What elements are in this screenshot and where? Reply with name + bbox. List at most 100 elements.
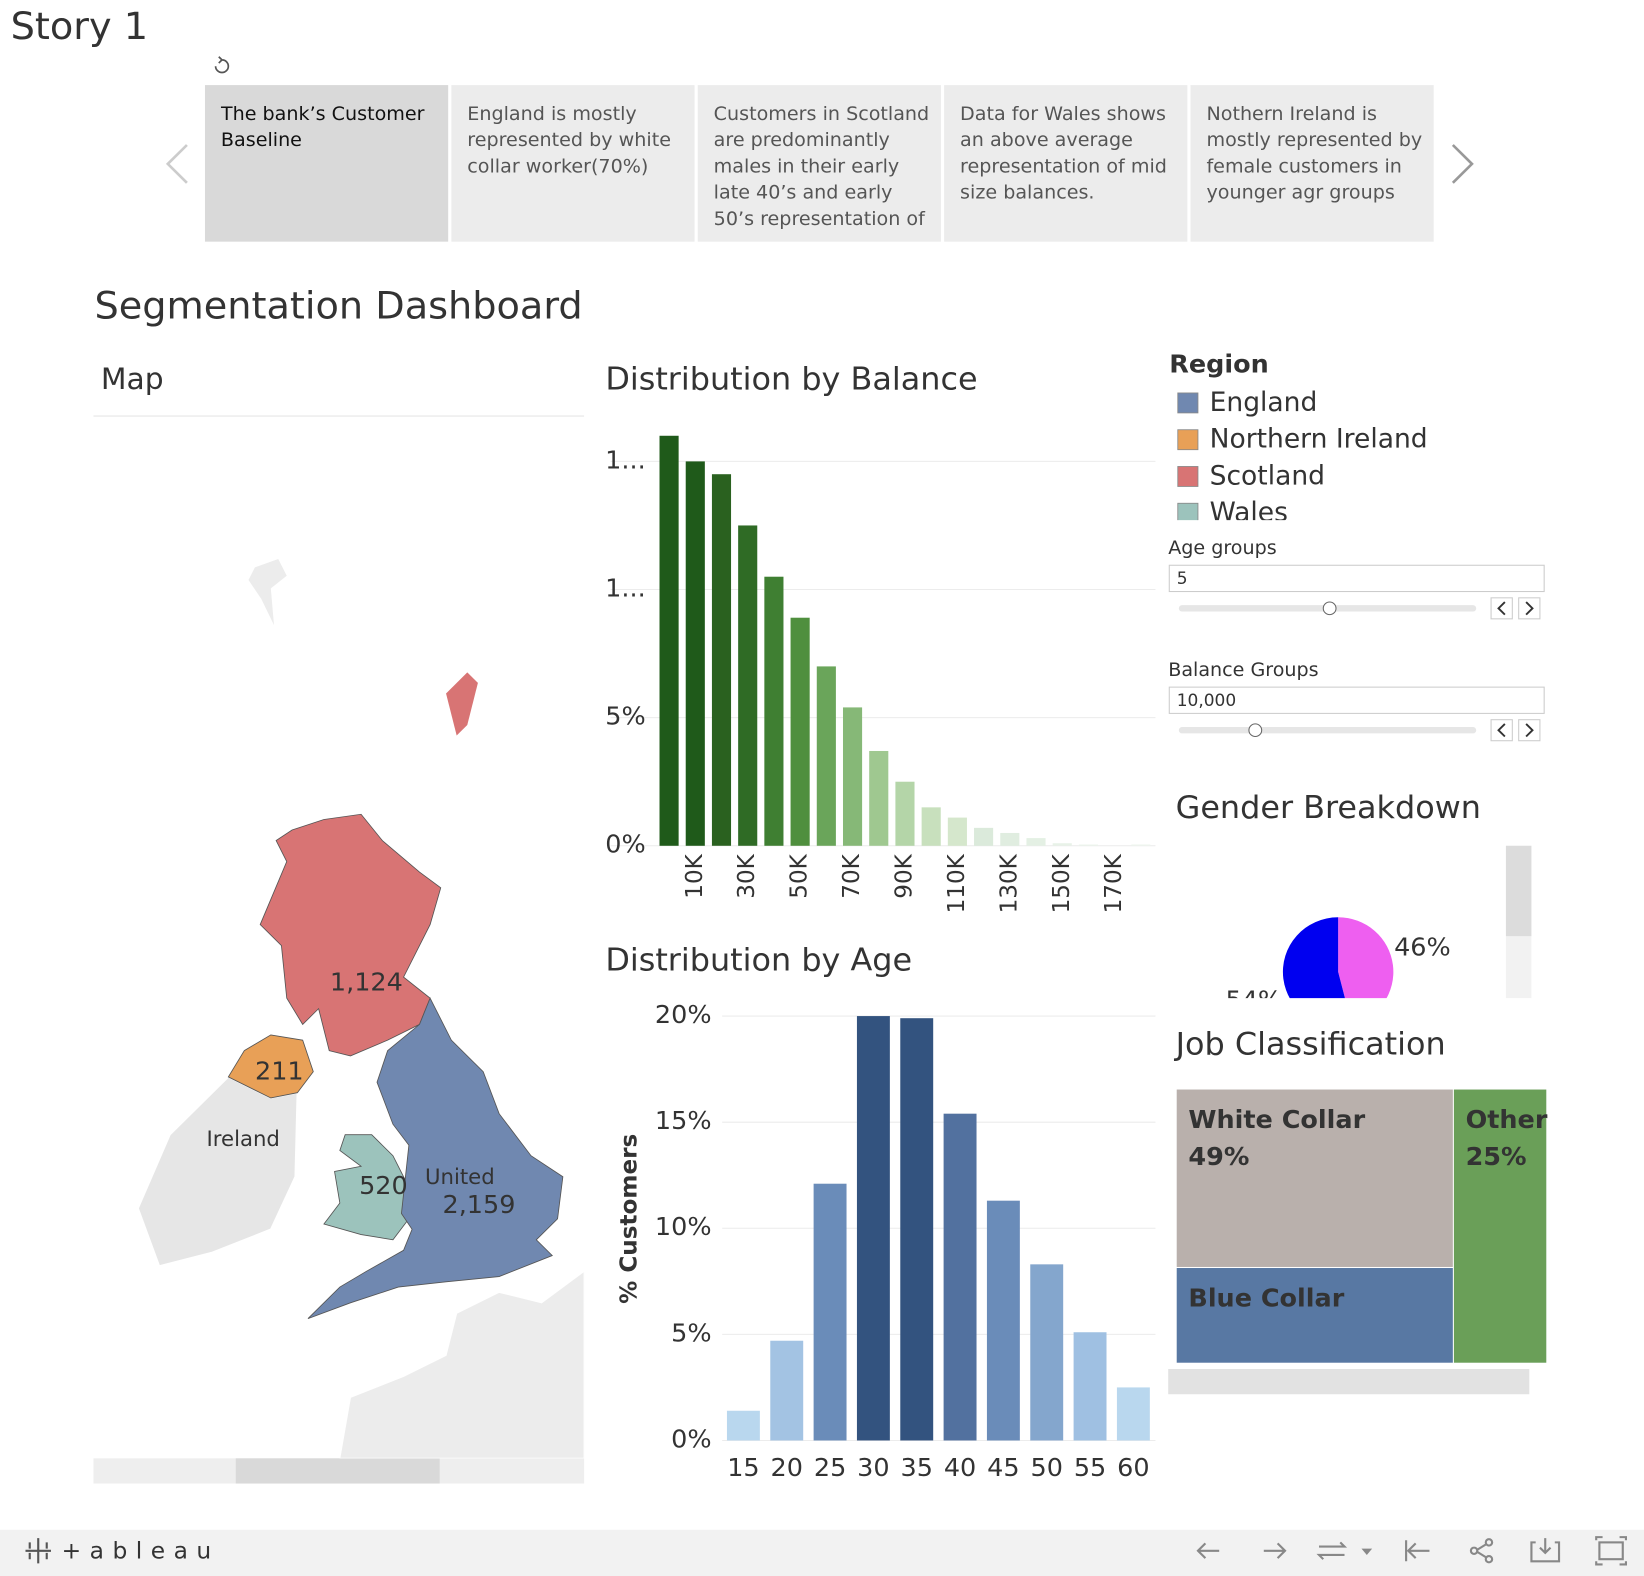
map-region[interactable] (259, 813, 442, 1057)
revert-icon[interactable] (214, 56, 230, 74)
place-label: Ireland (206, 1126, 279, 1151)
bar[interactable] (770, 1340, 804, 1441)
story-point-text[interactable]: Nothern Ireland is mostly represented by… (1206, 102, 1423, 204)
story-point-caption[interactable]: Nothern Ireland is mostly represented by… (1206, 101, 1424, 229)
pie-label: 54% (1226, 984, 1283, 1014)
bar[interactable] (738, 525, 758, 846)
story-point[interactable]: Data for Wales shows an above average re… (944, 85, 1188, 242)
map-region[interactable] (227, 1034, 314, 1099)
map-region[interactable] (307, 997, 564, 1319)
slider-step[interactable] (1490, 719, 1513, 742)
story-point-bg[interactable] (204, 85, 449, 242)
treemap-cell[interactable] (1453, 1089, 1547, 1363)
treemap-cell[interactable] (1176, 1268, 1453, 1363)
pie-slice[interactable] (1338, 917, 1394, 1025)
toolbar-dropdown[interactable] (1361, 1548, 1373, 1555)
chart-title: Job Classification (1174, 1027, 1446, 1063)
legend-label[interactable]: Scotland (1210, 461, 1325, 492)
legend-swatch[interactable] (1177, 392, 1199, 414)
slider-thumb[interactable] (1248, 723, 1263, 738)
bar[interactable] (856, 1016, 890, 1441)
x-tick-label: 150K (1048, 853, 1075, 913)
x-tick-label: 90K (890, 853, 917, 898)
bar[interactable] (764, 576, 784, 846)
bar[interactable] (986, 1200, 1020, 1441)
story-point[interactable]: England is mostly represented by white c… (451, 85, 695, 242)
slider-step[interactable] (1518, 597, 1541, 620)
legend-swatch[interactable] (1177, 502, 1199, 523)
tableau-cross (25, 1538, 51, 1564)
bar[interactable] (711, 474, 732, 846)
bar[interactable] (790, 617, 810, 846)
bar[interactable] (1000, 832, 1020, 846)
legend-label[interactable]: Wales (1210, 497, 1288, 528)
legend-label[interactable]: England (1210, 387, 1318, 418)
bar[interactable] (1131, 844, 1151, 846)
story-point-caption[interactable]: England is mostly represented by white c… (467, 101, 685, 229)
slider-step[interactable] (1490, 597, 1513, 620)
bar[interactable] (1116, 1387, 1150, 1441)
filter-input[interactable] (1168, 686, 1545, 714)
y-tick-label: 5% (671, 1317, 711, 1347)
bar[interactable] (813, 1183, 847, 1441)
legend-swatch[interactable] (1177, 466, 1199, 487)
filter-value[interactable]: 10,000 (1177, 690, 1236, 710)
slider-thumb[interactable] (1322, 601, 1337, 616)
bar[interactable] (726, 1410, 760, 1441)
bar[interactable] (816, 666, 836, 846)
story-point-text[interactable]: Data for Wales shows an above average re… (960, 102, 1167, 204)
bar[interactable] (947, 817, 967, 846)
next-arrow[interactable] (1451, 144, 1474, 184)
toolbar-icons[interactable] (1196, 1536, 1628, 1566)
map-scroll-thumb[interactable] (235, 1458, 440, 1484)
story-point-bg[interactable] (697, 85, 941, 242)
story-point-caption[interactable]: Data for Wales shows an above average re… (960, 101, 1178, 229)
treemap-scrollbar[interactable] (1168, 1369, 1530, 1395)
story-point[interactable]: The bank’s Customer Baseline (204, 85, 449, 242)
bar[interactable] (895, 781, 915, 846)
bar[interactable] (842, 707, 863, 846)
bar[interactable] (900, 1018, 934, 1441)
story-point-text[interactable]: The bank’s Customer Baseline (220, 102, 425, 152)
story-point[interactable]: Nothern Ireland is mostly represented by… (1190, 85, 1434, 242)
story-point[interactable]: Customers in Scotland are predominantly … (697, 85, 941, 242)
bar[interactable] (921, 807, 941, 846)
story-point-bg[interactable] (1190, 85, 1434, 242)
x-tick-label: 40 (944, 1452, 976, 1482)
pie-scroll-thumb[interactable] (1505, 845, 1532, 937)
slider-track[interactable] (1178, 727, 1477, 734)
bar[interactable] (1073, 1332, 1107, 1441)
slider-step-icon[interactable] (1497, 723, 1506, 738)
story-point-caption[interactable]: The bank’s Customer Baseline (221, 101, 439, 229)
prev-arrow[interactable] (165, 144, 188, 184)
slider-step-icon[interactable] (1525, 601, 1534, 616)
land-ireland (137, 1075, 299, 1267)
filter-value[interactable]: 5 (1177, 568, 1188, 588)
treemap-cell[interactable] (1176, 1089, 1453, 1267)
story-point-text[interactable]: England is mostly represented by white c… (467, 102, 671, 178)
bar[interactable] (685, 461, 705, 846)
legend-swatch[interactable] (1177, 429, 1199, 451)
slider-step[interactable] (1518, 719, 1541, 742)
story-point-bg[interactable] (944, 85, 1188, 242)
slider-step-icon[interactable] (1497, 601, 1506, 616)
bar[interactable] (869, 750, 889, 846)
bar[interactable] (1030, 1264, 1064, 1441)
story-point-bg[interactable] (451, 85, 695, 242)
story-point-text[interactable]: Customers in Scotland are predominantly … (713, 102, 930, 230)
bar[interactable] (1078, 844, 1098, 846)
bar[interactable] (1052, 843, 1072, 846)
y-tick-label: 1... (605, 444, 646, 474)
filter-input[interactable] (1168, 564, 1545, 593)
x-tick-label: 60 (1117, 1452, 1149, 1482)
slider-step-icon[interactable] (1525, 723, 1534, 738)
bar[interactable] (1026, 838, 1046, 846)
pie-slice[interactable] (1282, 917, 1352, 1026)
bar[interactable] (974, 827, 994, 846)
bar[interactable] (943, 1113, 977, 1441)
bar[interactable] (659, 435, 679, 846)
y-tick-label: 10% (655, 1211, 712, 1241)
map-region[interactable] (323, 1134, 410, 1241)
story-point-caption[interactable]: Customers in Scotland are predominantly … (714, 101, 932, 229)
legend-label[interactable]: Northern Ireland (1210, 424, 1428, 455)
